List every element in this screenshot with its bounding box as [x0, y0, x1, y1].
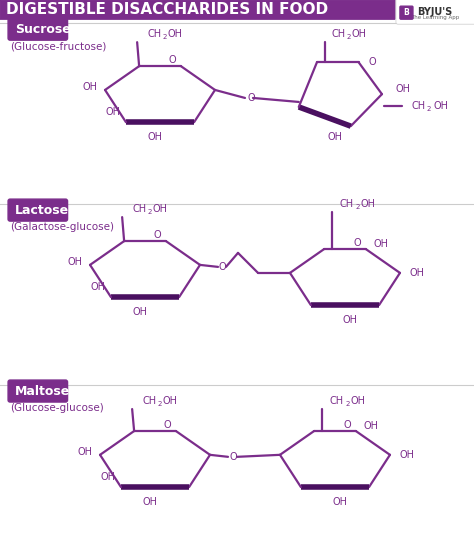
- Text: OH: OH: [147, 132, 163, 142]
- Text: Sucrose: Sucrose: [15, 23, 71, 36]
- Text: B: B: [403, 8, 410, 17]
- Text: The Learning App: The Learning App: [411, 15, 459, 20]
- Text: Lactose: Lactose: [15, 204, 69, 217]
- Text: O: O: [343, 420, 351, 430]
- Text: O: O: [229, 452, 237, 462]
- Text: 2: 2: [157, 401, 162, 407]
- Text: OH: OH: [167, 29, 182, 39]
- Text: OH: OH: [152, 204, 167, 214]
- Text: CH: CH: [132, 204, 146, 214]
- Text: OH: OH: [342, 315, 357, 325]
- Text: OH: OH: [101, 472, 116, 482]
- Text: OH: OH: [82, 82, 97, 92]
- Text: 2: 2: [427, 106, 431, 112]
- Text: O: O: [163, 420, 171, 430]
- Text: O: O: [168, 55, 176, 65]
- Text: 2: 2: [162, 33, 166, 40]
- Text: (Glucose-fructose): (Glucose-fructose): [10, 41, 107, 51]
- Text: OH: OH: [133, 307, 147, 317]
- Text: CH: CH: [330, 396, 344, 406]
- Text: OH: OH: [328, 132, 343, 142]
- Text: CH: CH: [340, 199, 354, 209]
- Text: DIGESTIBLE DISACCHARIDES IN FOOD: DIGESTIBLE DISACCHARIDES IN FOOD: [6, 2, 328, 17]
- Text: 2: 2: [147, 209, 152, 215]
- Text: OH: OH: [143, 497, 157, 507]
- Text: CH: CH: [147, 29, 161, 39]
- Text: Maltose: Maltose: [15, 384, 70, 397]
- Text: (Galactose-glucose): (Galactose-glucose): [10, 222, 114, 232]
- Text: BYJU'S: BYJU'S: [417, 7, 453, 17]
- FancyBboxPatch shape: [8, 199, 68, 221]
- Text: OH: OH: [374, 239, 389, 249]
- Text: OH: OH: [360, 199, 375, 209]
- Text: OH: OH: [434, 101, 449, 111]
- Text: OH: OH: [396, 84, 411, 94]
- FancyBboxPatch shape: [396, 0, 474, 24]
- Text: O: O: [247, 93, 255, 103]
- Text: O: O: [218, 262, 226, 272]
- Text: OH: OH: [400, 450, 415, 460]
- Text: 2: 2: [345, 401, 349, 407]
- Text: (Glucose-glucose): (Glucose-glucose): [10, 403, 104, 413]
- Text: OH: OH: [162, 396, 177, 406]
- FancyBboxPatch shape: [8, 380, 68, 402]
- Text: CH: CH: [332, 29, 346, 39]
- Text: OH: OH: [106, 107, 121, 117]
- Text: CH: CH: [412, 101, 426, 111]
- Text: OH: OH: [352, 29, 367, 39]
- FancyBboxPatch shape: [8, 18, 68, 40]
- FancyBboxPatch shape: [0, 0, 395, 19]
- Text: 2: 2: [355, 204, 359, 210]
- FancyBboxPatch shape: [400, 6, 413, 19]
- Text: 2: 2: [347, 33, 351, 40]
- Text: OH: OH: [350, 396, 365, 406]
- Text: O: O: [353, 238, 361, 248]
- Text: OH: OH: [67, 257, 82, 267]
- Text: CH: CH: [142, 396, 156, 406]
- Text: O: O: [368, 57, 376, 67]
- Text: OH: OH: [332, 497, 347, 507]
- Text: OH: OH: [364, 421, 379, 431]
- Text: OH: OH: [77, 447, 92, 457]
- Text: OH: OH: [410, 268, 425, 278]
- Text: OH: OH: [91, 282, 106, 292]
- Text: O: O: [153, 230, 161, 240]
